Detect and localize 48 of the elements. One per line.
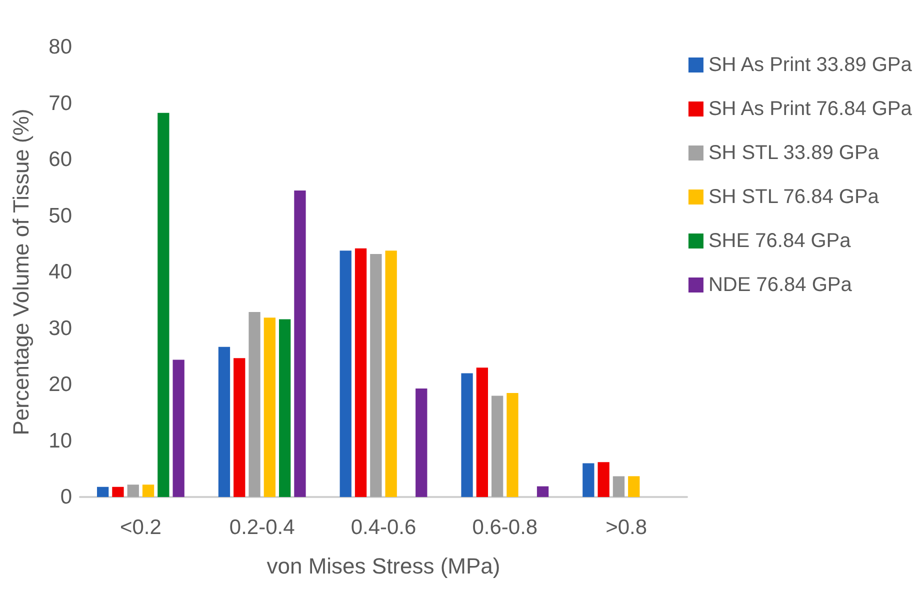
bar — [506, 392, 518, 497]
x-tick-label: 0.4-0.6 — [350, 516, 416, 539]
bar — [385, 250, 397, 497]
y-tick-label: 50 — [48, 204, 72, 228]
bar — [354, 248, 367, 497]
bar — [491, 396, 504, 497]
bar — [248, 312, 260, 497]
bar — [461, 373, 473, 497]
bar — [96, 486, 109, 497]
x-tick-label: 0.2-0.4 — [229, 516, 296, 539]
legend-label: SH As Print 33.89 GPa — [708, 54, 913, 76]
bar — [476, 368, 488, 497]
bar — [294, 190, 306, 497]
legend-label: SH STL 76.84 GPa — [708, 186, 880, 208]
bar — [628, 476, 640, 497]
x-axis-title: von Mises Stress (MPa) — [266, 554, 500, 578]
bar — [127, 484, 139, 497]
y-tick-label: 0 — [60, 486, 72, 508]
bar — [112, 486, 124, 497]
bar — [142, 484, 154, 497]
x-tick-label: >0.8 — [606, 516, 648, 539]
legend-label: SH As Print 76.84 GPa — [708, 98, 913, 120]
bar — [612, 476, 625, 497]
bar — [158, 112, 170, 497]
bar — [598, 462, 610, 497]
y-axis-title: Percentage Volume of Tissue (%) — [8, 108, 34, 436]
y-tick-label: 20 — [48, 373, 72, 396]
bar — [218, 346, 230, 497]
y-tick-label: 40 — [48, 260, 72, 284]
y-tick-label: 70 — [48, 92, 72, 115]
y-tick-label: 80 — [48, 36, 72, 58]
bar — [370, 254, 382, 497]
bar — [340, 250, 352, 497]
y-tick-label: 30 — [48, 316, 72, 340]
legend-label: NDE 76.84 GPa — [708, 274, 853, 296]
legend-label: SHE 76.84 GPa — [708, 230, 852, 252]
x-tick-label: <0.2 — [120, 516, 162, 539]
bar — [264, 318, 276, 497]
bar — [582, 463, 594, 497]
bar — [172, 360, 184, 497]
y-tick-label: 10 — [48, 429, 72, 452]
bar — [279, 319, 291, 497]
bar — [234, 358, 246, 497]
legend-label: SH STL 33.89 GPa — [708, 142, 880, 164]
bar — [536, 486, 549, 497]
x-tick-label: 0.6-0.8 — [472, 516, 538, 539]
y-tick-label: 60 — [48, 148, 72, 171]
bar — [416, 388, 428, 497]
